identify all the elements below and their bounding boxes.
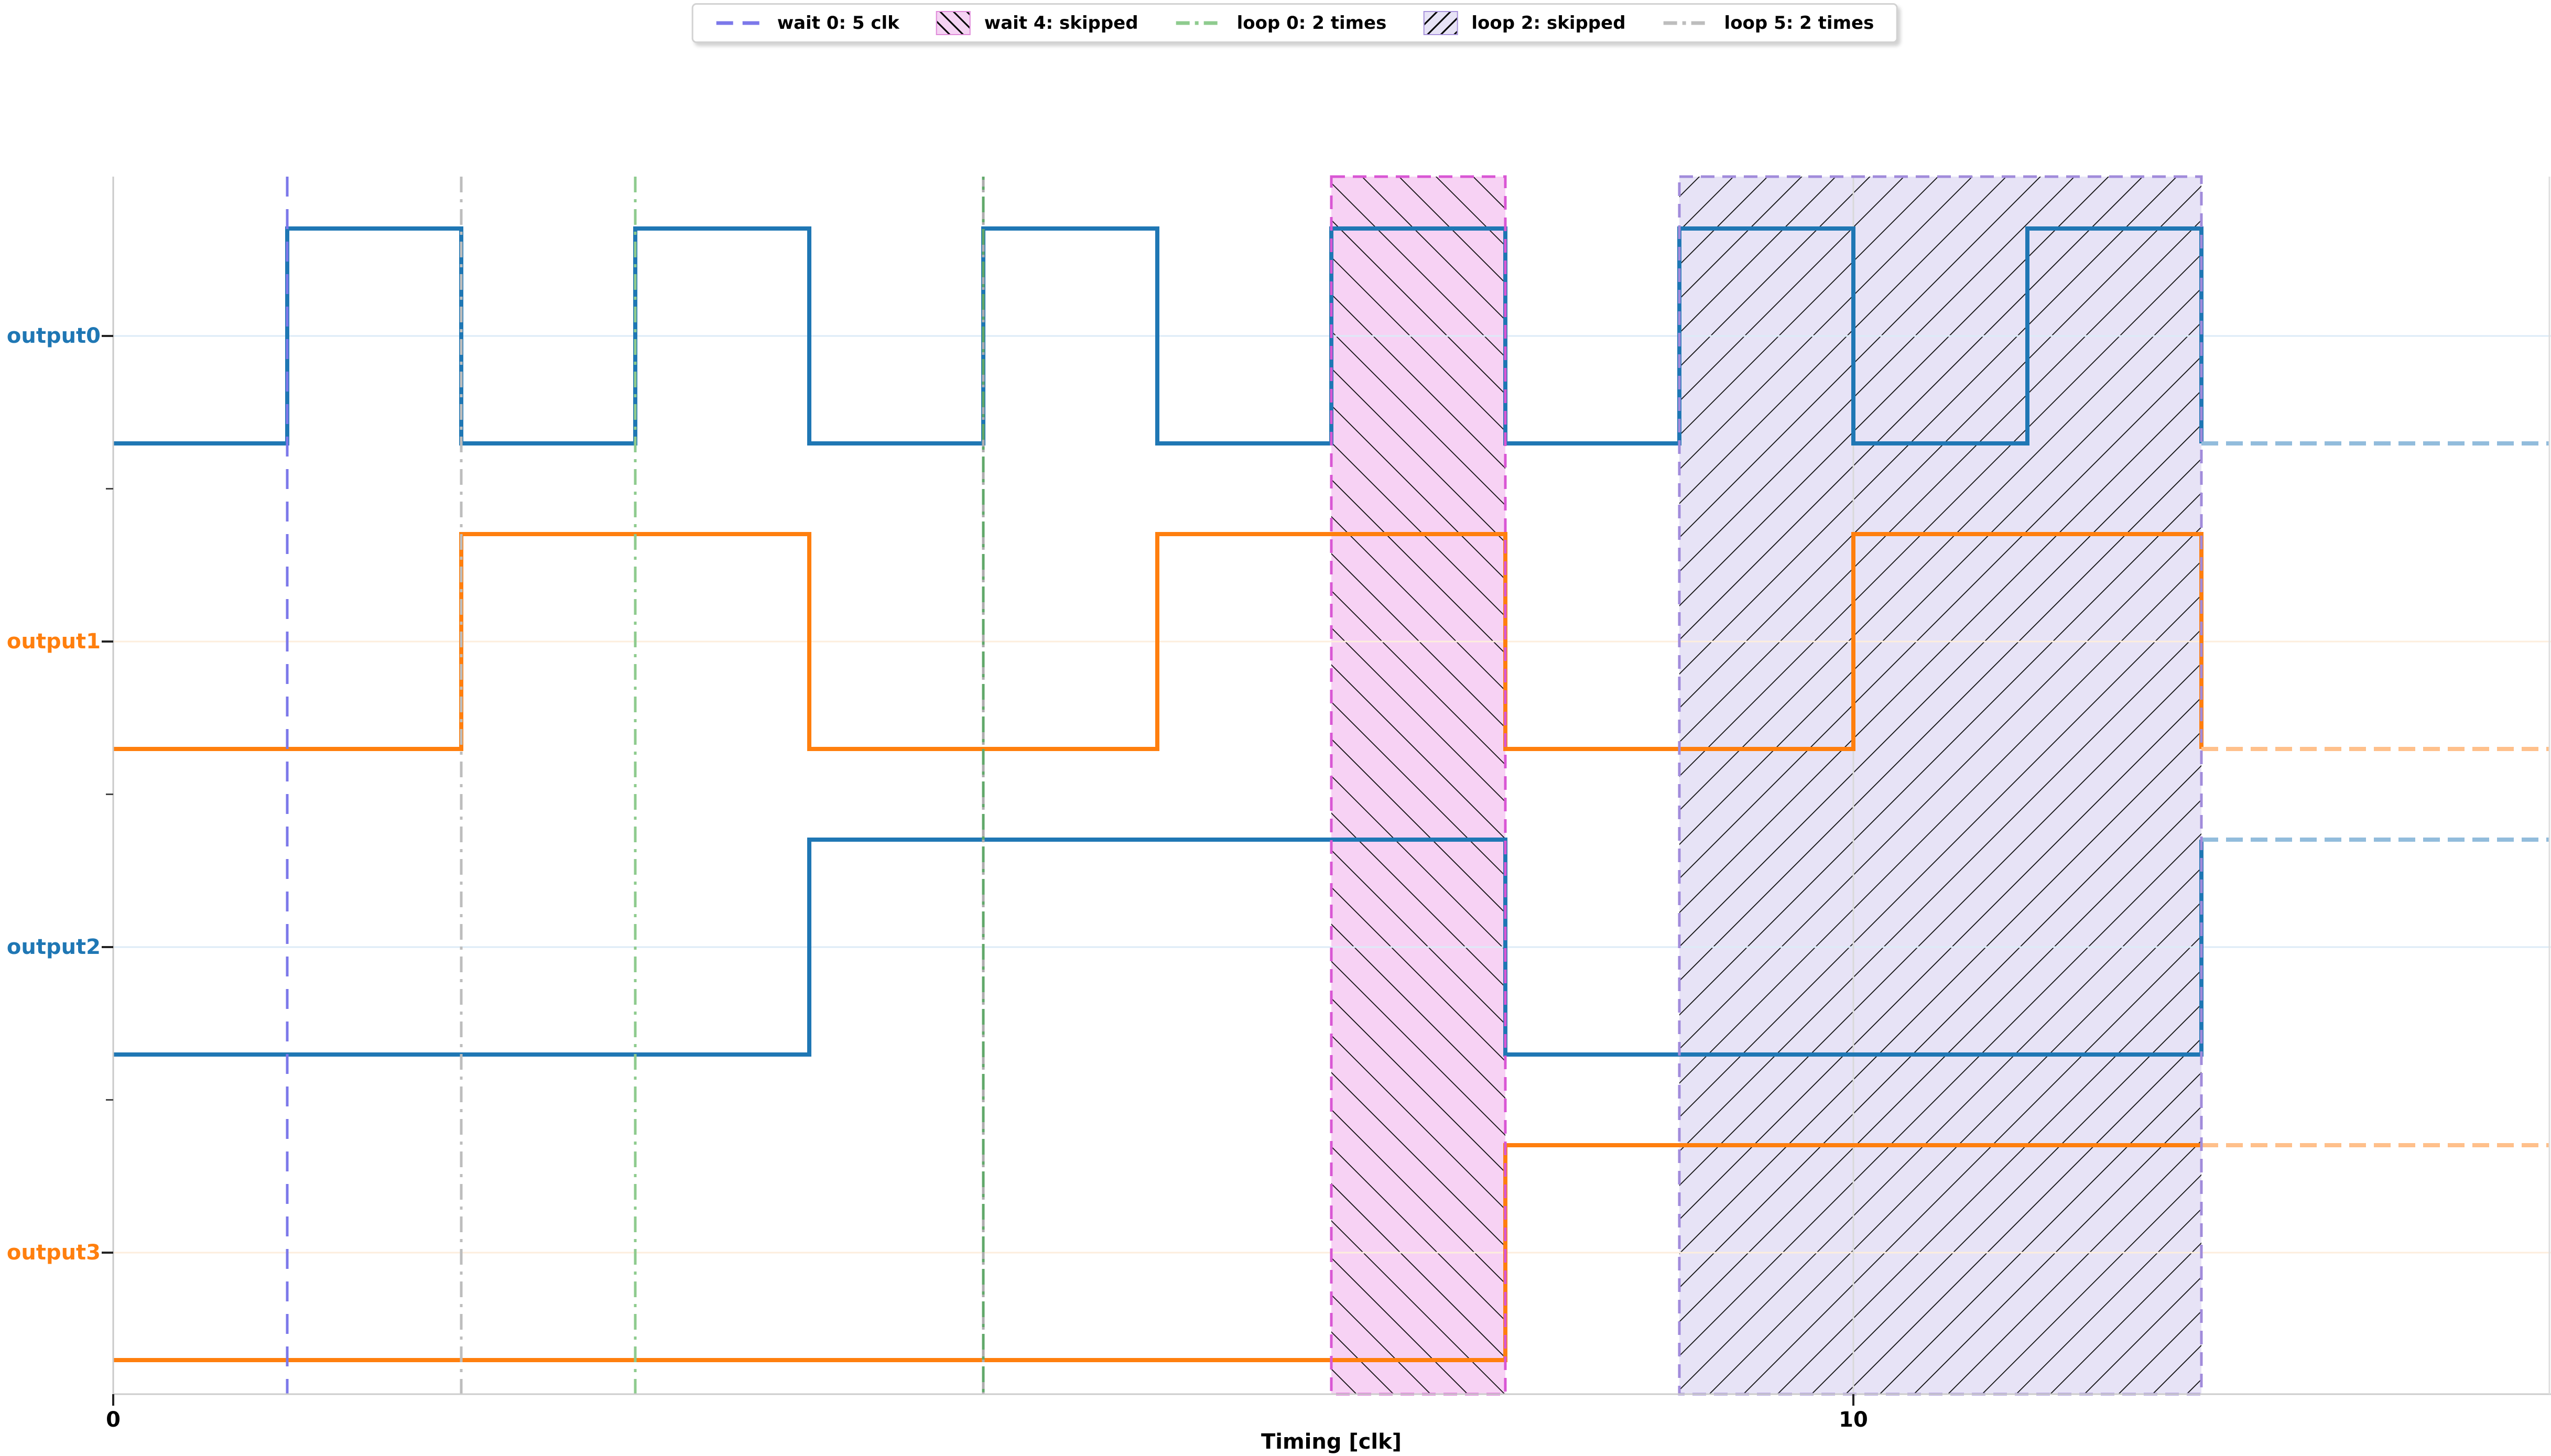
legend-item-loop5: loop 5: 2 times: [1663, 13, 1874, 34]
wait0-dashed-line-icon: [715, 13, 764, 34]
y-axis-label-output2: output2: [6, 935, 101, 959]
legend-item-wait4: wait 4: skipped: [936, 11, 1138, 35]
legend: wait 0: 5 clk wait 4: skipped loop 0: 2 …: [691, 3, 1898, 43]
legend-label-wait4: wait 4: skipped: [984, 13, 1138, 34]
x-axis-title: Timing [clk]: [1261, 1430, 1402, 1454]
x-tick-label-10: 10: [1839, 1408, 1868, 1432]
legend-label-loop2: loop 2: skipped: [1471, 13, 1626, 34]
y-axis-label-output3: output3: [6, 1241, 101, 1265]
legend-label-wait0: wait 0: 5 clk: [777, 13, 899, 34]
legend-item-loop0: loop 0: 2 times: [1175, 13, 1387, 34]
legend-item-loop2: loop 2: skipped: [1423, 11, 1626, 35]
loop0-dashdot-line-icon: [1175, 13, 1223, 34]
loop2-hatched-patch-icon: [1423, 11, 1458, 35]
loop5-dashdot-line-icon: [1663, 13, 1711, 34]
x-tick-label-0: 0: [106, 1408, 121, 1432]
y-axis-label-output1: output1: [6, 629, 101, 654]
y-axis-label-output0: output0: [6, 324, 101, 348]
legend-label-loop5: loop 5: 2 times: [1724, 13, 1874, 34]
wait4-hatched-patch-icon: [936, 11, 971, 35]
legend-label-loop0: loop 0: 2 times: [1236, 13, 1387, 34]
legend-item-wait0: wait 0: 5 clk: [715, 13, 899, 34]
